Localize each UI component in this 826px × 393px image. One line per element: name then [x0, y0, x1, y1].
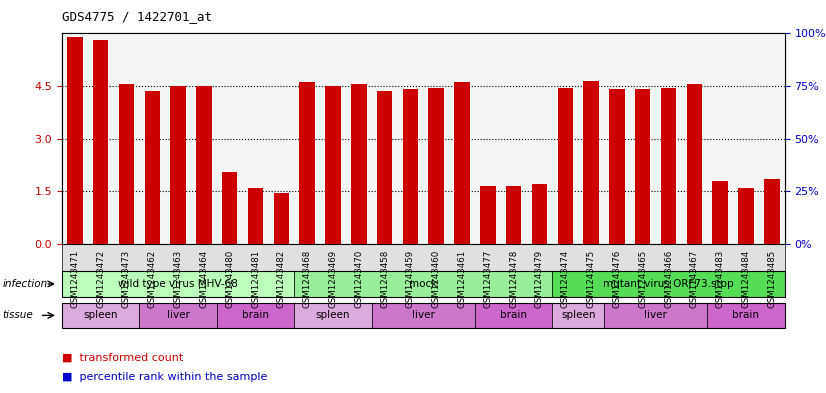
Bar [738, 187, 753, 244]
Text: spleen: spleen [561, 310, 596, 320]
Text: mock: mock [409, 279, 438, 289]
Bar [248, 187, 263, 244]
Text: liver: liver [644, 310, 667, 320]
Text: wild type virus MHV-68: wild type virus MHV-68 [118, 279, 238, 289]
Bar [712, 180, 728, 244]
Text: spleen: spleen [316, 310, 350, 320]
Bar [609, 90, 624, 244]
Text: liver: liver [167, 310, 189, 320]
Bar [170, 86, 186, 244]
Bar [351, 84, 367, 244]
Text: brain: brain [733, 310, 759, 320]
Bar [325, 86, 340, 244]
Bar [145, 91, 160, 244]
Bar [635, 90, 650, 244]
Bar [119, 84, 134, 244]
Bar [661, 88, 676, 244]
Bar [506, 186, 521, 244]
Bar [222, 172, 237, 244]
Text: GDS4775 / 1422701_at: GDS4775 / 1422701_at [62, 10, 212, 23]
Text: infection: infection [2, 279, 48, 289]
Text: liver: liver [412, 310, 434, 320]
Text: mutant virus ORF73.stop: mutant virus ORF73.stop [603, 279, 733, 289]
Bar [429, 88, 444, 244]
Bar [480, 186, 496, 244]
Bar [377, 91, 392, 244]
Text: tissue: tissue [2, 310, 33, 320]
Bar [454, 83, 470, 244]
Bar [273, 193, 289, 244]
Bar [686, 84, 702, 244]
Bar [764, 179, 780, 244]
Text: ■  percentile rank within the sample: ■ percentile rank within the sample [62, 372, 268, 382]
Bar [583, 81, 599, 244]
Text: spleen: spleen [83, 310, 118, 320]
Text: brain: brain [242, 310, 269, 320]
Bar [67, 37, 83, 244]
Bar [558, 88, 573, 244]
Text: ■  transformed count: ■ transformed count [62, 353, 183, 363]
Bar [532, 184, 547, 244]
Bar [196, 86, 211, 244]
Bar [299, 83, 315, 244]
Bar [402, 90, 418, 244]
Bar [93, 40, 108, 244]
Text: brain: brain [501, 310, 527, 320]
